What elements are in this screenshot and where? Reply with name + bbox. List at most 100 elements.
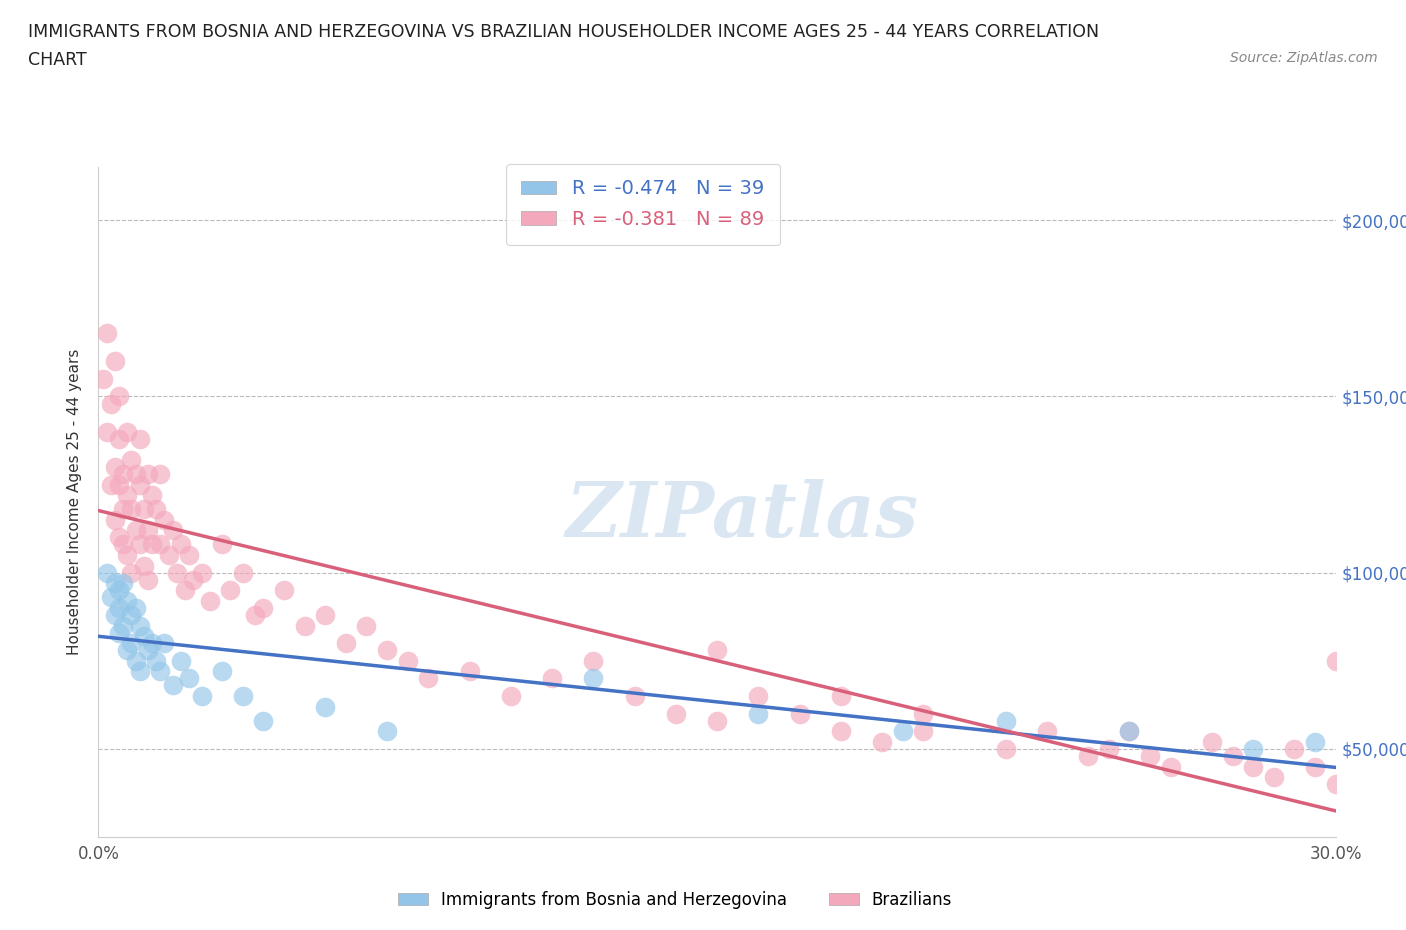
Point <box>314 699 336 714</box>
Point <box>96 326 118 340</box>
Point <box>128 618 150 633</box>
Point <box>174 583 197 598</box>
Point <box>375 724 398 738</box>
Point <box>198 593 221 608</box>
Point <box>153 512 176 527</box>
Point <box>132 629 155 644</box>
Point <box>1077 749 1099 764</box>
Point <box>994 741 1017 756</box>
Point <box>747 706 769 721</box>
Point <box>157 548 180 563</box>
Point <box>1201 735 1223 750</box>
Point <box>117 593 139 608</box>
Point <box>582 654 605 669</box>
Point <box>117 548 139 563</box>
Point <box>252 713 274 728</box>
Point <box>100 477 122 492</box>
Point <box>190 688 212 703</box>
Point <box>124 654 146 669</box>
Point <box>830 724 852 738</box>
Point <box>181 572 204 587</box>
Point <box>128 537 150 551</box>
Point <box>141 537 163 551</box>
Point <box>314 607 336 622</box>
Point <box>912 724 935 738</box>
Point <box>1241 759 1264 774</box>
Point <box>104 576 127 591</box>
Point <box>1303 759 1326 774</box>
Point <box>153 636 176 651</box>
Point <box>108 601 131 616</box>
Point <box>375 643 398 658</box>
Point <box>117 487 139 502</box>
Point <box>870 735 893 750</box>
Point <box>112 618 135 633</box>
Point <box>1139 749 1161 764</box>
Point <box>108 432 131 446</box>
Point <box>219 583 242 598</box>
Point <box>128 432 150 446</box>
Point <box>100 590 122 604</box>
Point <box>136 643 159 658</box>
Point <box>166 565 188 580</box>
Point <box>232 688 254 703</box>
Point <box>170 654 193 669</box>
Point <box>141 636 163 651</box>
Point <box>1036 724 1059 738</box>
Point <box>789 706 811 721</box>
Point <box>132 502 155 517</box>
Point <box>582 671 605 685</box>
Point <box>830 688 852 703</box>
Point <box>335 636 357 651</box>
Point <box>706 643 728 658</box>
Point <box>232 565 254 580</box>
Point <box>499 688 522 703</box>
Point <box>149 664 172 679</box>
Point <box>108 530 131 545</box>
Point <box>112 502 135 517</box>
Point <box>396 654 419 669</box>
Point <box>252 601 274 616</box>
Point <box>179 671 201 685</box>
Point <box>124 523 146 538</box>
Point <box>120 453 142 468</box>
Point <box>1263 770 1285 785</box>
Point <box>104 459 127 474</box>
Point <box>100 396 122 411</box>
Point <box>104 512 127 527</box>
Point <box>273 583 295 598</box>
Point <box>117 643 139 658</box>
Point <box>120 502 142 517</box>
Text: Source: ZipAtlas.com: Source: ZipAtlas.com <box>1230 51 1378 65</box>
Point <box>120 607 142 622</box>
Point <box>128 664 150 679</box>
Point <box>418 671 440 685</box>
Text: ZIPatlas: ZIPatlas <box>565 479 918 552</box>
Point <box>1118 724 1140 738</box>
Point <box>294 618 316 633</box>
Point <box>243 607 266 622</box>
Text: CHART: CHART <box>28 51 87 69</box>
Point <box>1098 741 1121 756</box>
Point <box>136 523 159 538</box>
Point <box>128 477 150 492</box>
Point <box>145 502 167 517</box>
Point <box>96 424 118 439</box>
Point <box>1160 759 1182 774</box>
Point <box>458 664 481 679</box>
Point <box>912 706 935 721</box>
Point <box>132 558 155 573</box>
Point <box>1324 777 1347 791</box>
Point <box>1324 654 1347 669</box>
Point <box>108 389 131 404</box>
Point <box>179 548 201 563</box>
Text: IMMIGRANTS FROM BOSNIA AND HERZEGOVINA VS BRAZILIAN HOUSEHOLDER INCOME AGES 25 -: IMMIGRANTS FROM BOSNIA AND HERZEGOVINA V… <box>28 23 1099 41</box>
Point <box>747 688 769 703</box>
Point <box>136 467 159 482</box>
Point <box>706 713 728 728</box>
Point <box>117 424 139 439</box>
Point <box>108 583 131 598</box>
Point <box>120 636 142 651</box>
Point <box>104 607 127 622</box>
Point <box>541 671 564 685</box>
